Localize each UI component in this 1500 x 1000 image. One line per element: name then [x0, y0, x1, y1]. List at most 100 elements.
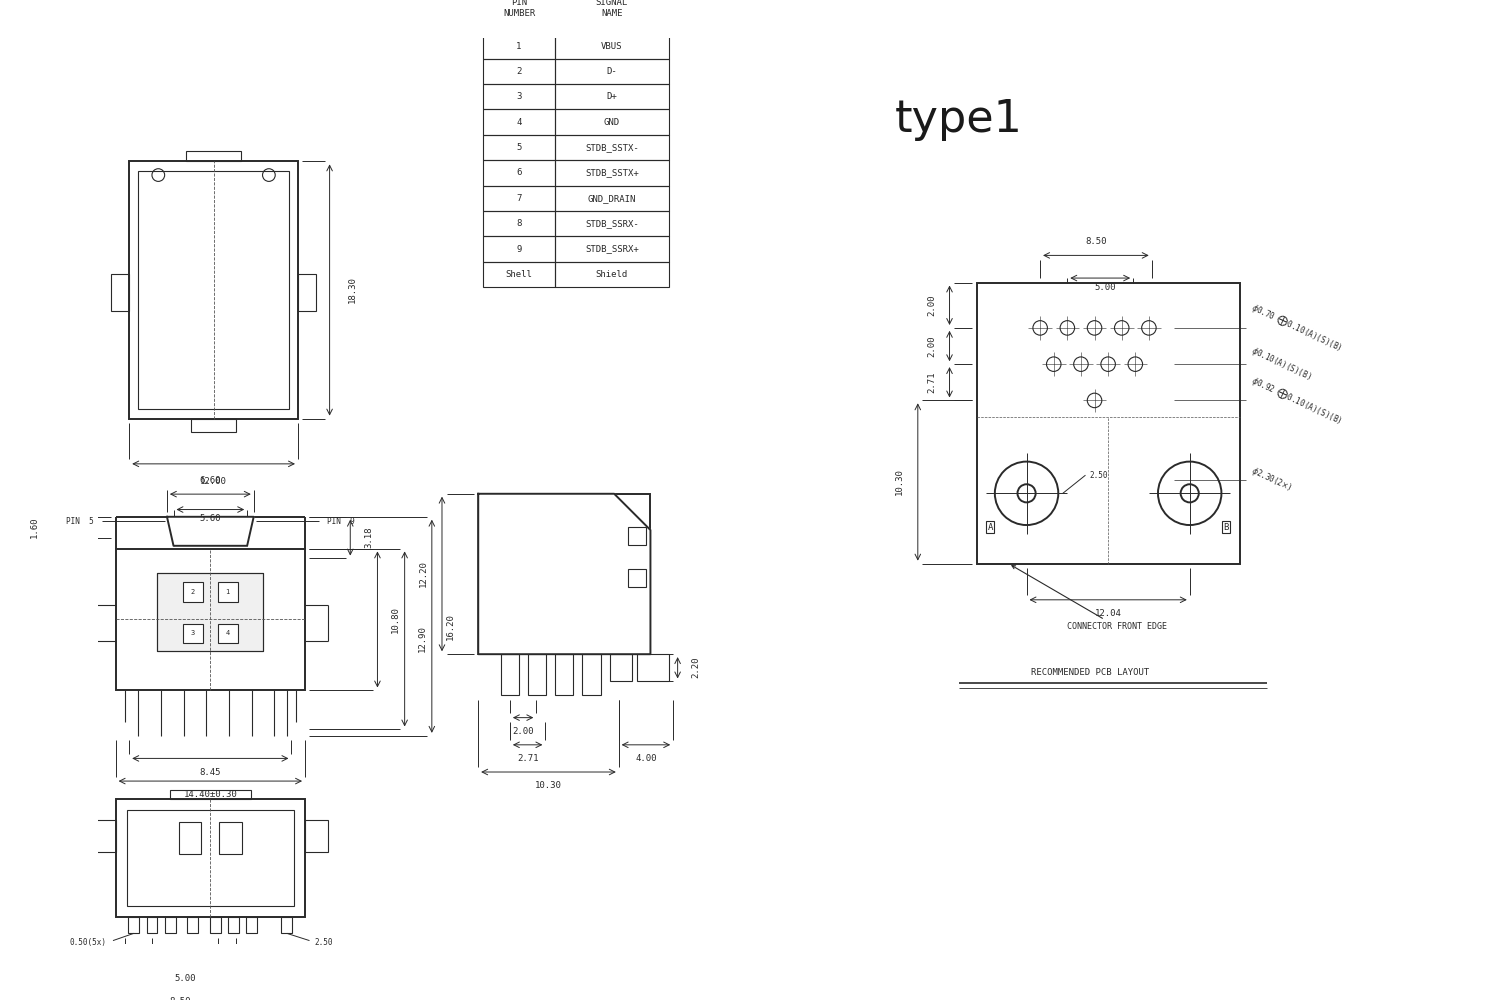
Bar	[638, 654, 669, 681]
Bar	[483, 59, 555, 84]
Bar	[483, 186, 555, 211]
Text: 18.30: 18.30	[348, 277, 357, 303]
Text: 7: 7	[516, 194, 522, 203]
Text: 5.00: 5.00	[1094, 283, 1116, 292]
Bar	[129, 161, 298, 419]
Bar	[186, 151, 242, 161]
Text: 2.00: 2.00	[927, 335, 936, 357]
Bar	[483, 135, 555, 160]
Text: 2: 2	[190, 589, 195, 595]
Text: SIGNAL
NAME: SIGNAL NAME	[596, 0, 628, 18]
Polygon shape	[478, 494, 651, 654]
Bar	[304, 820, 327, 852]
Text: 8.50: 8.50	[1084, 237, 1107, 246]
Bar	[170, 790, 250, 799]
Text: $\phi$0.92 $\bigoplus$0.10(A)(S)(B): $\phi$0.92 $\bigoplus$0.10(A)(S)(B)	[1248, 373, 1344, 428]
Text: GND_DRAIN: GND_DRAIN	[588, 194, 636, 203]
Bar	[126, 810, 294, 906]
Text: 10.30: 10.30	[896, 469, 904, 495]
Text: 5.60: 5.60	[200, 514, 220, 523]
Bar	[501, 654, 519, 695]
Bar	[555, 160, 669, 186]
Text: 12.90: 12.90	[419, 626, 428, 652]
Text: A: A	[987, 523, 993, 532]
Bar	[483, 160, 555, 186]
Bar	[628, 569, 646, 587]
Bar	[555, 33, 669, 59]
Text: 16.20: 16.20	[446, 613, 454, 640]
Bar	[219, 822, 242, 854]
Text: 12.04: 12.04	[1095, 609, 1122, 618]
Bar	[609, 654, 633, 681]
Text: 1: 1	[516, 42, 522, 51]
Text: $\phi$0.10(A)(S)(B): $\phi$0.10(A)(S)(B)	[1248, 345, 1312, 384]
Text: type1: type1	[894, 98, 1023, 141]
Bar	[298, 274, 316, 311]
Bar	[555, 262, 669, 287]
Bar	[217, 582, 237, 602]
Text: 4: 4	[516, 118, 522, 127]
Bar	[555, 135, 669, 160]
Text: 2.71: 2.71	[927, 372, 936, 393]
Text: VBUS: VBUS	[602, 42, 622, 51]
Bar	[138, 171, 290, 409]
Bar	[483, 236, 555, 262]
Text: 14.40±0.30: 14.40±0.30	[183, 790, 237, 799]
Text: GND: GND	[604, 118, 619, 127]
Text: 4.00: 4.00	[634, 754, 657, 763]
Bar	[217, 624, 237, 643]
Text: 9: 9	[516, 245, 522, 254]
Text: 4: 4	[225, 630, 230, 636]
Text: 2: 2	[516, 67, 522, 76]
Text: 10.80: 10.80	[392, 606, 400, 633]
Bar	[116, 799, 304, 917]
Text: STDB_SSTX-: STDB_SSTX-	[585, 143, 639, 152]
Text: RECOMMENDED PCB LAYOUT: RECOMMENDED PCB LAYOUT	[1030, 668, 1149, 677]
Text: 2.50: 2.50	[314, 938, 333, 947]
Bar	[582, 654, 600, 695]
Polygon shape	[166, 517, 254, 546]
Bar	[555, 211, 669, 236]
Bar	[116, 549, 304, 690]
Bar	[555, 236, 669, 262]
Text: 2.00: 2.00	[927, 295, 936, 316]
Bar	[93, 820, 116, 852]
Text: 12.20: 12.20	[420, 561, 429, 587]
Text: CONNECTOR FRONT EDGE: CONNECTOR FRONT EDGE	[1013, 566, 1167, 631]
Text: 5.00: 5.00	[174, 974, 195, 983]
Bar	[129, 917, 140, 933]
Text: 6.60: 6.60	[200, 476, 220, 485]
Text: PIN  9: PIN 9	[327, 517, 356, 526]
Bar	[158, 573, 264, 651]
Bar	[555, 109, 669, 135]
Text: 3: 3	[516, 92, 522, 101]
Text: STDB_SSRX-: STDB_SSRX-	[585, 219, 639, 228]
Text: $\phi$0.70 $\bigoplus$0.10(A)(S)(B): $\phi$0.70 $\bigoplus$0.10(A)(S)(B)	[1248, 301, 1344, 355]
Text: 8.50: 8.50	[170, 997, 192, 1000]
Bar	[483, 262, 555, 287]
Text: 2.71: 2.71	[518, 754, 538, 763]
Text: 3: 3	[190, 630, 195, 636]
Bar	[483, 211, 555, 236]
Text: Shield: Shield	[596, 270, 628, 279]
Bar	[188, 917, 198, 933]
Bar	[555, 0, 669, 33]
Bar	[555, 654, 573, 695]
Bar	[483, 109, 555, 135]
Bar	[228, 917, 238, 933]
Bar	[158, 573, 264, 651]
Text: PIN  5: PIN 5	[66, 517, 93, 526]
Bar	[183, 582, 203, 602]
Bar	[178, 822, 201, 854]
Bar	[555, 59, 669, 84]
Text: 8: 8	[516, 219, 522, 228]
Text: 1.60: 1.60	[30, 516, 39, 538]
Text: 2.20: 2.20	[692, 657, 700, 678]
Text: 3.18: 3.18	[364, 527, 374, 548]
Text: PIN
NUMBER: PIN NUMBER	[503, 0, 536, 18]
Text: 1: 1	[225, 589, 230, 595]
Bar	[246, 917, 256, 933]
Bar	[183, 624, 203, 643]
Bar	[282, 917, 292, 933]
Text: 0.50(5x): 0.50(5x)	[69, 938, 106, 947]
